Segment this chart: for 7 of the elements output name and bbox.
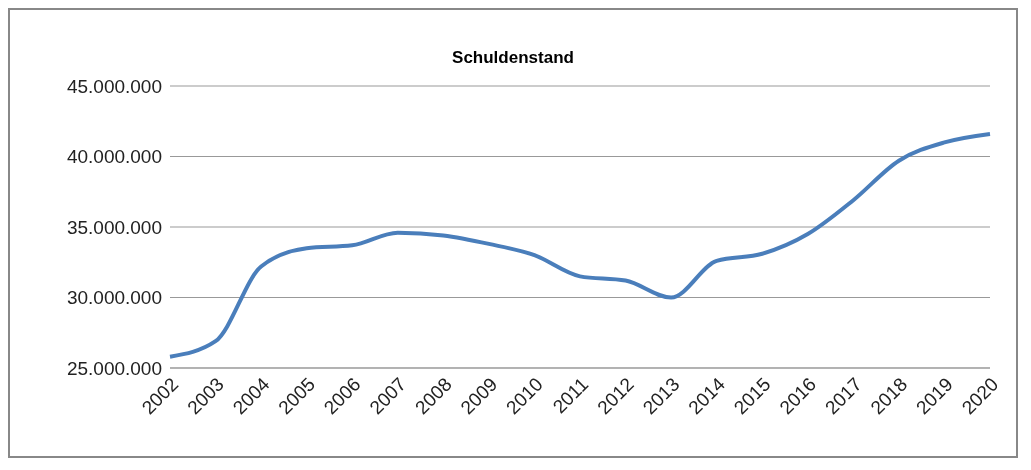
y-tick-label: 40.000.000 [66,146,162,168]
y-tick-label: 35.000.000 [66,216,162,238]
y-tick-label: 25.000.000 [66,357,162,379]
y-tick-label: 45.000.000 [66,75,162,97]
chart-title: Schuldenstand [451,47,575,68]
y-tick-label: 30.000.000 [66,287,162,309]
line-series [168,131,992,359]
